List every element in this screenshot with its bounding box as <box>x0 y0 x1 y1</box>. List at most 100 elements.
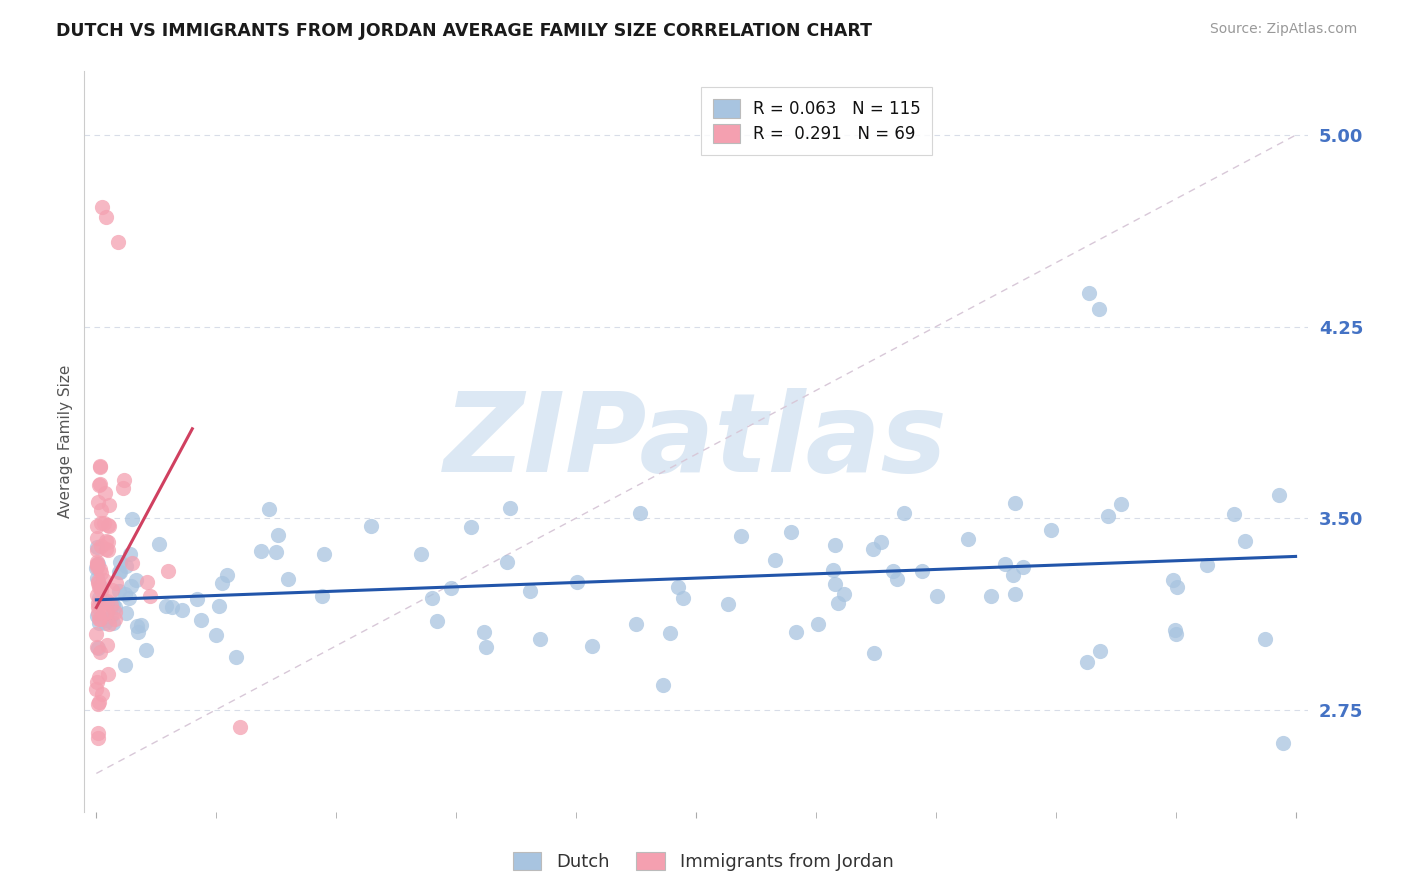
Point <box>96 638 118 652</box>
Point <box>1088 301 1111 316</box>
Point <box>780 524 803 539</box>
Point <box>114 473 136 487</box>
Point <box>96 605 118 619</box>
Point <box>277 572 299 586</box>
Point <box>529 632 551 646</box>
Point <box>581 640 603 654</box>
Point <box>98 616 121 631</box>
Point <box>86 561 108 575</box>
Point <box>567 574 589 589</box>
Point <box>824 576 846 591</box>
Point <box>89 612 111 626</box>
Point <box>994 557 1017 571</box>
Point <box>208 599 231 613</box>
Point <box>93 616 115 631</box>
Point <box>730 529 752 543</box>
Point <box>86 542 108 557</box>
Point <box>94 541 117 556</box>
Point <box>86 588 108 602</box>
Y-axis label: Average Family Size: Average Family Size <box>58 365 73 518</box>
Point <box>125 573 148 587</box>
Point <box>763 553 786 567</box>
Point <box>86 674 108 689</box>
Text: ZIPatlas: ZIPatlas <box>444 388 948 495</box>
Point <box>87 581 110 595</box>
Point <box>440 582 463 596</box>
Point <box>628 506 651 520</box>
Point <box>89 561 111 575</box>
Point <box>101 583 124 598</box>
Point <box>136 575 159 590</box>
Point <box>1004 587 1026 601</box>
Point <box>1233 533 1256 548</box>
Point <box>832 587 855 601</box>
Point <box>97 519 120 533</box>
Point <box>229 721 252 735</box>
Point <box>96 613 118 627</box>
Point <box>190 613 212 627</box>
Point <box>87 591 110 605</box>
Point <box>118 547 141 561</box>
Point <box>862 542 884 557</box>
Point <box>114 658 136 673</box>
Point <box>475 640 498 655</box>
Point <box>411 547 433 561</box>
Point <box>1040 524 1063 538</box>
Point <box>87 606 110 620</box>
Point <box>250 544 273 558</box>
Point <box>97 535 120 549</box>
Point <box>125 618 148 632</box>
Point <box>925 590 948 604</box>
Point <box>108 565 131 579</box>
Point <box>1097 509 1119 524</box>
Point <box>420 591 443 605</box>
Point <box>87 596 110 610</box>
Point <box>89 459 111 474</box>
Point <box>138 589 160 603</box>
Point <box>893 507 915 521</box>
Point <box>89 669 111 683</box>
Point <box>652 678 675 692</box>
Point <box>1166 580 1188 594</box>
Point <box>94 533 117 548</box>
Point <box>86 558 108 572</box>
Point <box>86 560 108 574</box>
Point <box>87 616 110 631</box>
Point <box>1088 644 1111 658</box>
Point <box>824 538 846 552</box>
Point <box>1197 558 1219 572</box>
Point <box>87 612 110 626</box>
Point <box>86 627 108 641</box>
Point <box>120 578 142 592</box>
Point <box>1164 623 1187 637</box>
Point <box>108 555 131 569</box>
Point <box>96 594 118 608</box>
Point <box>97 667 120 681</box>
Point <box>360 519 382 533</box>
Point <box>1161 573 1184 587</box>
Point <box>659 626 682 640</box>
Point <box>90 539 112 553</box>
Point <box>1254 632 1277 646</box>
Point <box>91 200 114 214</box>
Point <box>86 557 108 571</box>
Point <box>107 235 129 250</box>
Point <box>101 616 124 631</box>
Point <box>821 563 844 577</box>
Point <box>211 576 233 591</box>
Point <box>519 583 541 598</box>
Point <box>115 558 138 573</box>
Point <box>911 564 934 578</box>
Point <box>86 558 108 573</box>
Point <box>114 587 136 601</box>
Point <box>90 503 112 517</box>
Point <box>86 540 108 554</box>
Point <box>426 614 449 628</box>
Point <box>172 603 194 617</box>
Point <box>91 687 114 701</box>
Point <box>94 485 117 500</box>
Point <box>94 210 117 224</box>
Point <box>86 571 108 585</box>
Point <box>114 607 136 621</box>
Point <box>87 697 110 711</box>
